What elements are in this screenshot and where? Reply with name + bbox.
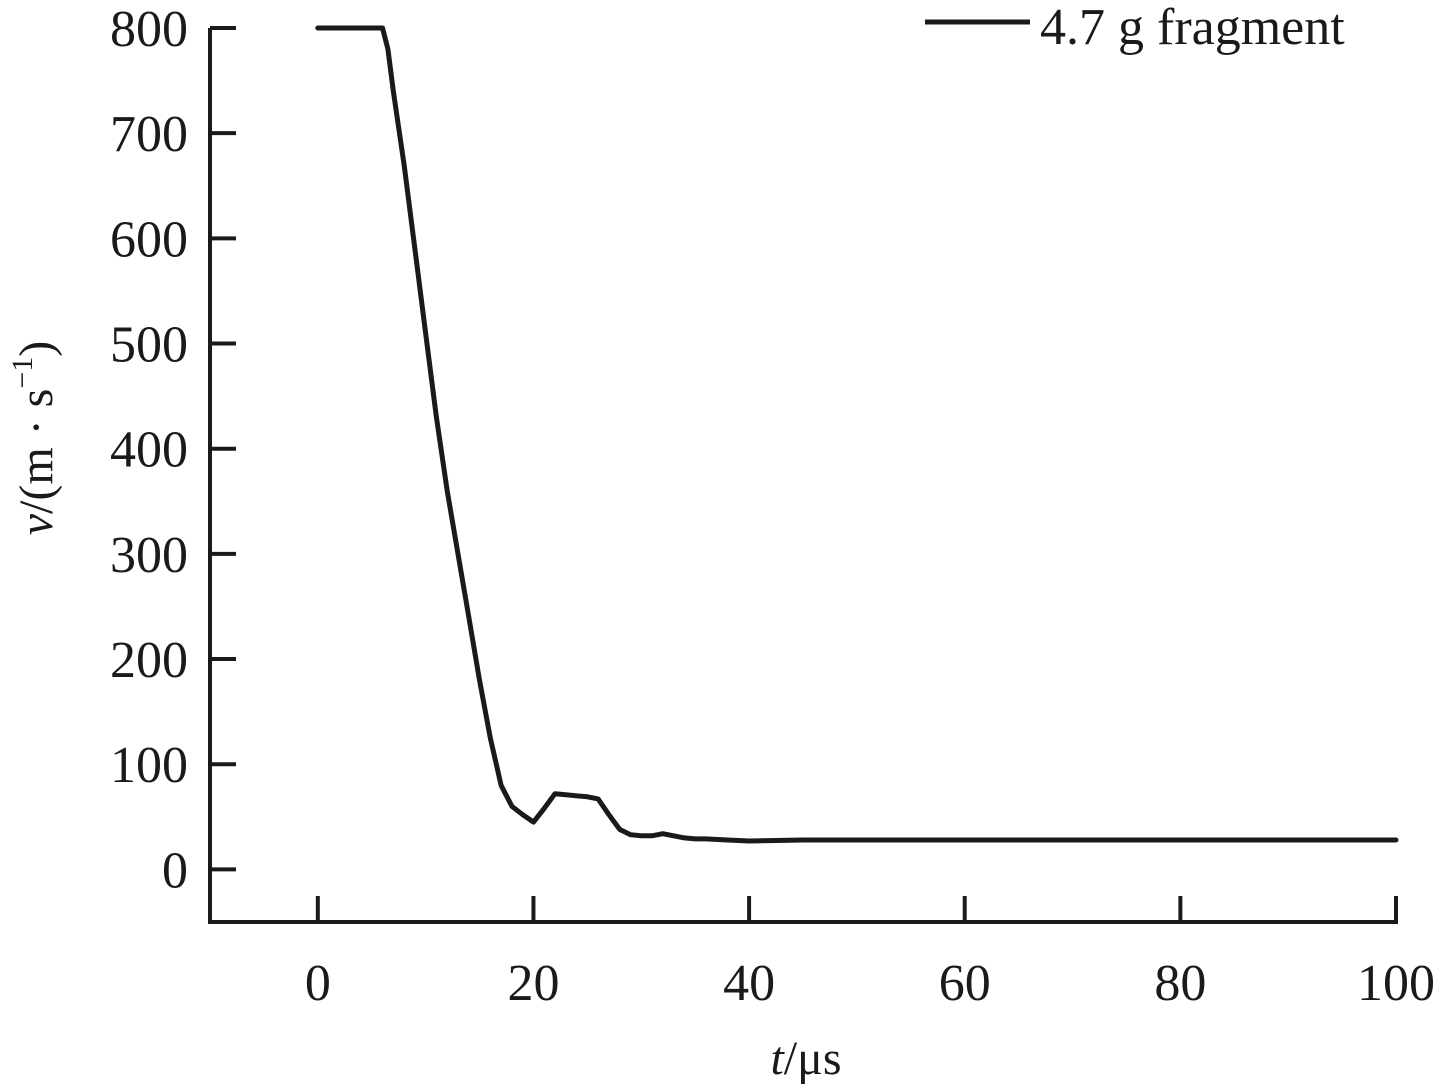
- y-tick-label: 300: [110, 527, 188, 584]
- y-axis-unit-close: ): [10, 341, 63, 357]
- x-tick-label: 60: [939, 955, 991, 1012]
- y-tick-label: 500: [110, 317, 188, 374]
- y-tick-label: 400: [110, 422, 188, 479]
- y-axis-variable: v: [10, 513, 63, 535]
- y-axis-unit-exponent: −1: [6, 357, 39, 389]
- y-tick-label: 100: [110, 737, 188, 794]
- x-tick-label: 40: [723, 955, 775, 1012]
- y-tick-label: 700: [110, 106, 188, 163]
- legend-label: 4.7 g fragment: [1040, 0, 1345, 56]
- y-tick-label: 800: [110, 1, 188, 58]
- legend: 4.7 g fragment: [925, 0, 1345, 56]
- x-tick-label: 0: [305, 955, 331, 1012]
- svg-text:t/μs: t/μs: [770, 1032, 841, 1085]
- x-axis-variable: t: [770, 1032, 785, 1085]
- series-layer: [315, 25, 1399, 844]
- y-tick-label: 600: [110, 211, 188, 268]
- axis-frame: [208, 28, 1398, 924]
- axes: 0 100 200 300 400 500 600 700 800 0 20 40 60 80 100: [110, 1, 1435, 1012]
- x-axis-unit: /μs: [784, 1032, 842, 1085]
- y-tick-label: 0: [162, 842, 188, 899]
- x-axis-label: t/μs: [770, 1032, 841, 1085]
- y-axis-label: v/(m · s−1): [6, 341, 63, 536]
- x-tick-label: 20: [507, 955, 559, 1012]
- y-tick-label: 200: [110, 632, 188, 689]
- series-line: [315, 25, 1399, 844]
- x-tick-label: 80: [1154, 955, 1206, 1012]
- x-tick-label: 100: [1357, 955, 1435, 1012]
- y-axis-unit: /(m · s: [10, 389, 63, 514]
- svg-text:v/(m · s−1): v/(m · s−1): [6, 341, 63, 536]
